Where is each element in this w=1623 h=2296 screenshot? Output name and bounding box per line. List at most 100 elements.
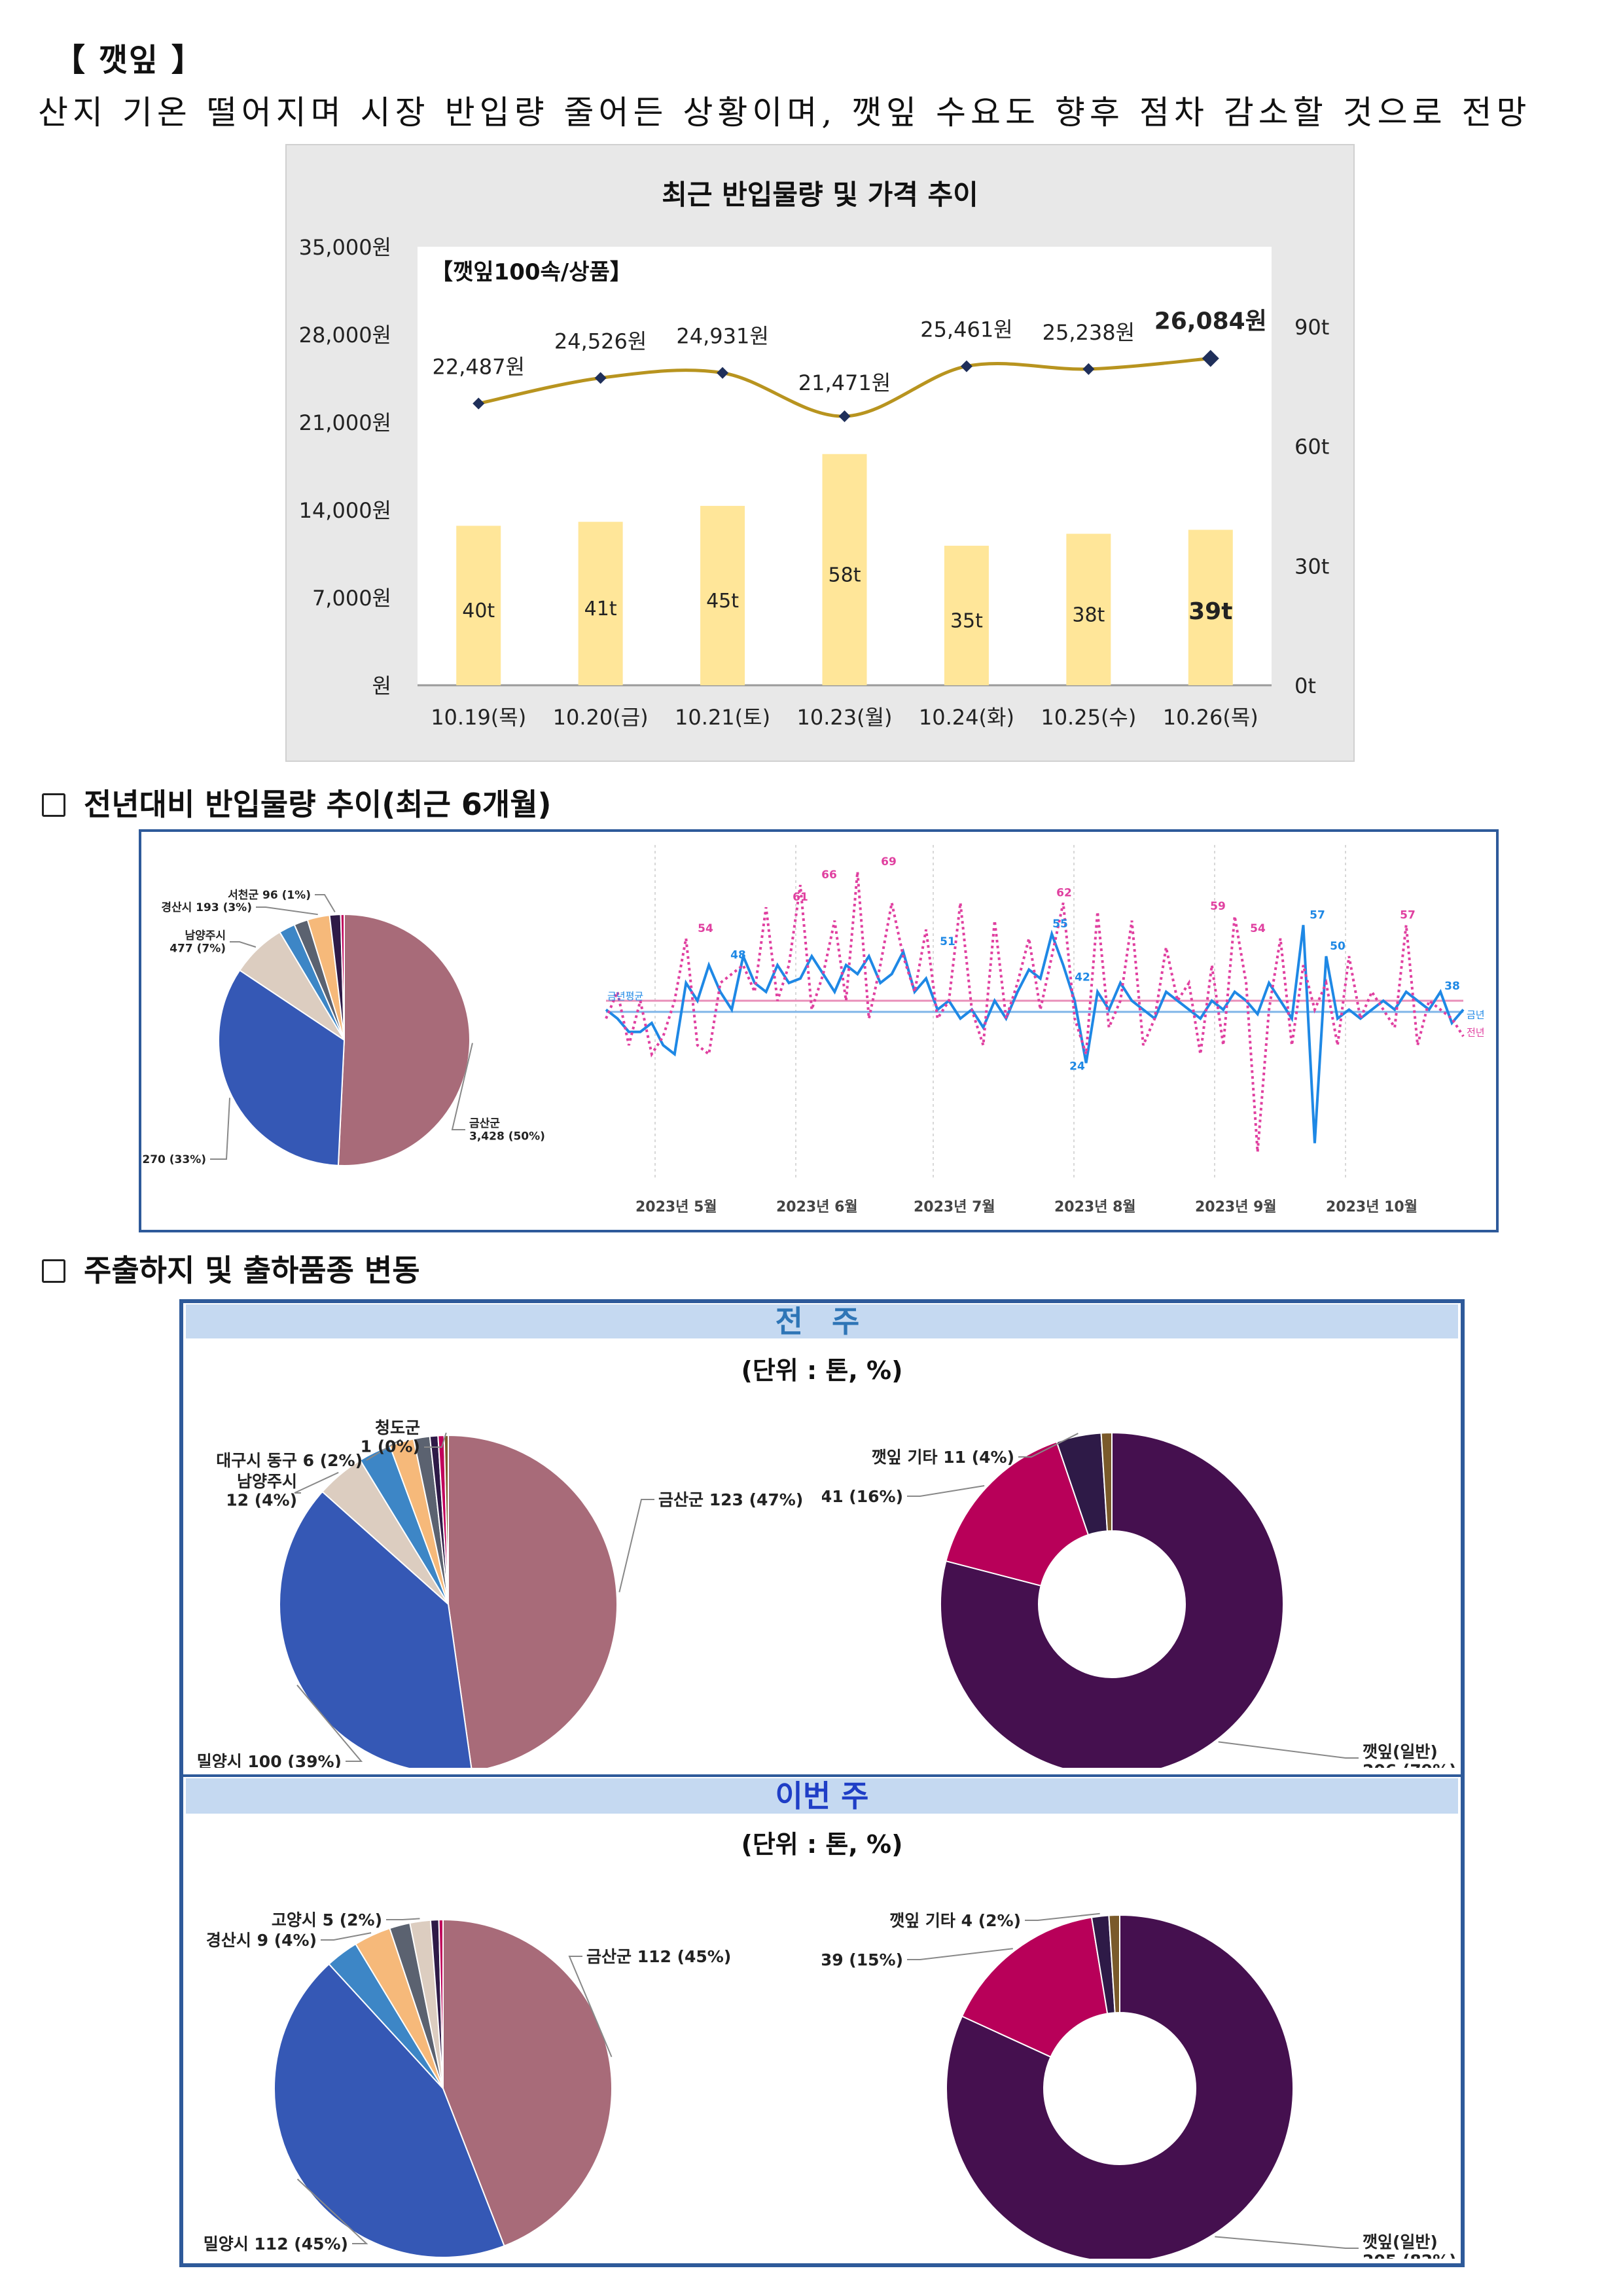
- bar-label: 40t: [462, 600, 495, 622]
- y-tick-left: 14,000원: [299, 498, 391, 523]
- leader-line: [1215, 2236, 1359, 2249]
- peak-annotation: 59: [1210, 900, 1226, 913]
- x-tick-label: 2023년 7월: [914, 1199, 995, 1215]
- slice-label: 남양주시 12 (4%): [226, 1472, 297, 1510]
- prev-week-origin-pie: 금산군 123 (47%) 밀양시 100 (39%) 남양주시 12 (4%) 대구시…: [197, 1418, 803, 1768]
- bar-label: 35t: [950, 609, 983, 632]
- leader-line: [451, 1043, 473, 1130]
- peak-annotation: 42: [1075, 971, 1090, 984]
- pie-slice: [940, 1431, 1284, 1768]
- slice-label: 경산시 193 (3%): [161, 901, 252, 914]
- volume-bar: [1188, 529, 1233, 685]
- band-divider: [183, 1774, 1461, 1777]
- y-tick-left: 21,000원: [299, 410, 391, 435]
- y-tick-right: 60t: [1294, 435, 1329, 459]
- bar-label: 38t: [1072, 603, 1105, 626]
- volume-bar: [822, 454, 867, 685]
- slice-label: 서천군 96 (1%): [228, 889, 311, 902]
- price-label: 25,461원: [920, 317, 1012, 342]
- slice-label: 고양시 5 (2%): [272, 1910, 382, 1929]
- peak-annotation: 69: [881, 855, 897, 869]
- price-label: 22,487원: [433, 355, 525, 380]
- section-title: 【 깻잎 】: [54, 42, 204, 79]
- y-tick-left: 원: [372, 673, 391, 698]
- pie-slice: [442, 1918, 613, 2247]
- price-label: 24,931원: [676, 324, 768, 349]
- y-tick-left: 28,000원: [299, 323, 391, 348]
- x-tick-label: 10.19(목): [431, 705, 526, 730]
- checkbox-icon: [42, 1259, 65, 1283]
- bar-label: 41t: [584, 598, 617, 620]
- pie-slice: [443, 1434, 449, 1605]
- x-tick-label: 10.23(월): [796, 705, 892, 730]
- price-marker: [717, 367, 729, 379]
- this-week-origin-pie: 금산군 112 (45%) 밀양시 112 (45%) 경산시 9 (4%) 고양시 …: [204, 1910, 731, 2258]
- peak-annotation: 54: [1250, 922, 1266, 935]
- price-label: 26,084원: [1154, 308, 1267, 335]
- slice-label: 청도군 1 (0%): [361, 1418, 420, 1456]
- price-marker: [1202, 350, 1219, 367]
- pie-slice: [946, 1914, 1294, 2259]
- bar-label: 58t: [829, 564, 861, 586]
- trend-section-heading: 전년대비 반입물량 추이(최근 6개월): [42, 781, 552, 824]
- y-tick-right: 90t: [1294, 315, 1329, 340]
- current-year-line: [605, 925, 1465, 1143]
- x-tick-label: 2023년 5월: [635, 1199, 717, 1215]
- prev-week-unit: (단위 : 톤, %): [741, 1356, 903, 1385]
- bar-label: 39t: [1188, 598, 1232, 625]
- x-tick-label: 10.20(금): [553, 705, 649, 730]
- y-tick-left: 35,000원: [299, 235, 391, 260]
- peak-annotation: 54: [698, 922, 713, 935]
- checkbox-icon: [42, 793, 65, 817]
- price-volume-chart: 【깻잎100속/상품】 35,000원 28,000원 21,000원 14,000원 7…: [299, 235, 1330, 730]
- leader-line: [618, 1499, 654, 1592]
- inset-label: 【깻잎100속/상품】: [431, 259, 632, 285]
- pie-slice: [1108, 1914, 1120, 2014]
- pie-slice: [274, 1963, 505, 2258]
- shipping-heading-label: 주출하지 및 출하품종 변동: [84, 1253, 420, 1288]
- slice-label: 깻잎 기타 4 (2%): [889, 1911, 1021, 1930]
- slice-label: 대구시 동구 6 (2%): [216, 1451, 363, 1470]
- slice-label: 깻잎 기타 11 (4%): [872, 1448, 1014, 1467]
- volume-bar: [944, 545, 989, 685]
- slice-label: 밀양시 2,270 (33%): [141, 1153, 206, 1166]
- x-tick-label: 10.25(수): [1041, 705, 1136, 730]
- leader-line: [321, 1932, 372, 1941]
- x-tick-label: 2023년 8월: [1054, 1199, 1136, 1215]
- y-tick-right: 0t: [1294, 673, 1316, 698]
- this-week-unit: (단위 : 톤, %): [741, 1830, 903, 1859]
- volume-bar: [1066, 533, 1111, 685]
- pie-slice: [438, 1918, 444, 2089]
- this-week-band: 이번 주: [186, 1778, 1458, 1814]
- pie-slice: [279, 1490, 473, 1768]
- volume-bar: [578, 522, 623, 685]
- shipping-section-heading: 주출하지 및 출하품종 변동: [42, 1247, 420, 1290]
- series-tag: 금년: [1467, 1009, 1485, 1020]
- x-tick-label: 10.26(목): [1163, 705, 1258, 730]
- peak-annotation: 66: [821, 869, 837, 882]
- bar-label: 45t: [706, 590, 739, 613]
- series-tag: 전년: [1467, 1027, 1485, 1039]
- slice-label: 깻잎(일반)206 (79%): [1363, 1742, 1457, 1768]
- leader-line: [568, 1956, 613, 2058]
- peak-annotation: 24: [1069, 1060, 1085, 1073]
- peak-annotation: 48: [730, 949, 746, 962]
- leader-line: [1018, 1433, 1079, 1458]
- price-marker: [473, 397, 485, 410]
- prev-week-variety-donut: 깻잎(일반)206 (79%) 깻잎순 41 (16%) 깻잎 기타 11 (4%): [822, 1431, 1457, 1768]
- prev-week-band: 전 주: [186, 1304, 1458, 1338]
- x-tick-label: 10.21(토): [675, 705, 770, 730]
- slice-label: 깻잎순 41 (16%): [822, 1487, 903, 1506]
- section-subtitle: 산지 기온 떨어지며 시장 반입량 줄어든 상황이며, 깻잎 수요도 향후 점차…: [38, 94, 1531, 132]
- price-marker: [960, 360, 972, 372]
- price-marker: [838, 410, 851, 422]
- price-marker: [1082, 363, 1095, 375]
- volume-bar: [456, 526, 501, 685]
- pie-slice: [961, 1916, 1109, 2058]
- peak-annotation: 57: [1400, 908, 1416, 922]
- price-label: 25,238원: [1043, 320, 1135, 345]
- weekly-shipping-frame: 전 주 (단위 : 톤, %) 금산군 123 (47%) 밀양시 100 (39…: [179, 1299, 1465, 2267]
- prev-year-line: [605, 871, 1465, 1153]
- slice-label: 밀양시 112 (45%): [204, 2234, 348, 2253]
